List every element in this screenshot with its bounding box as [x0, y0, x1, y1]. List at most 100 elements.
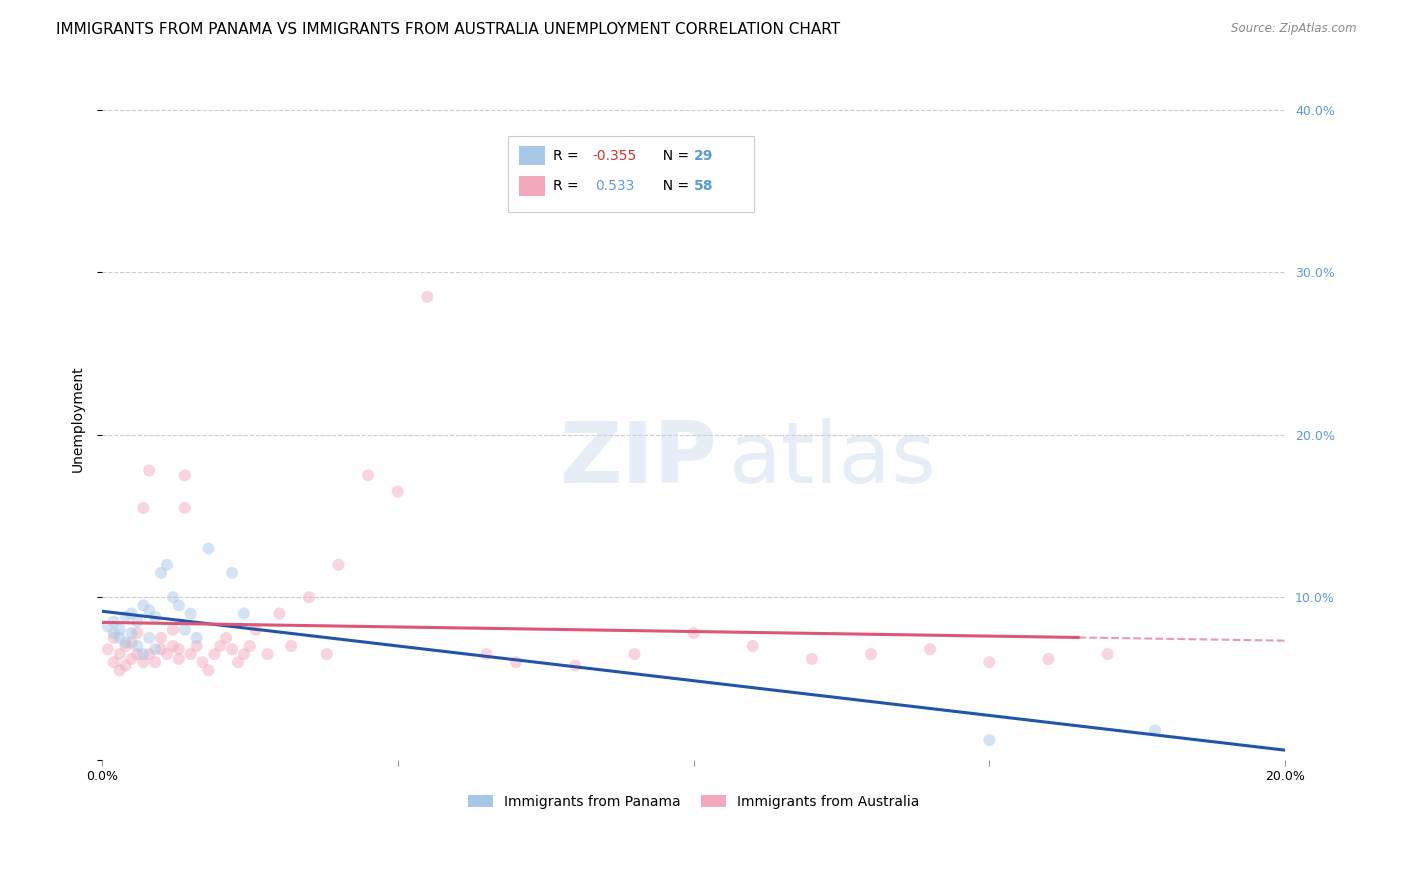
Point: [132, 500, 155, 515]
Point: [741, 639, 763, 653]
Point: [256, 647, 278, 661]
Point: [132, 647, 155, 661]
Point: [280, 639, 302, 653]
Text: -0.355: -0.355: [592, 148, 637, 162]
Point: [387, 484, 409, 499]
Point: [103, 615, 125, 629]
Point: [127, 647, 149, 661]
Point: [328, 558, 350, 572]
Point: [121, 626, 143, 640]
Point: [127, 626, 149, 640]
Point: [150, 642, 173, 657]
Legend: Immigrants from Panama, Immigrants from Australia: Immigrants from Panama, Immigrants from …: [463, 789, 925, 814]
Point: [127, 639, 149, 653]
Point: [180, 607, 202, 621]
Point: [186, 639, 208, 653]
Point: [114, 658, 136, 673]
Point: [150, 566, 173, 580]
Point: [121, 652, 143, 666]
Point: [103, 626, 125, 640]
Point: [138, 464, 160, 478]
Point: [1143, 723, 1166, 738]
Text: N =: N =: [654, 148, 693, 162]
Text: ZIP: ZIP: [560, 418, 717, 501]
Point: [167, 652, 190, 666]
Text: 58: 58: [693, 178, 713, 193]
Point: [108, 664, 131, 678]
Point: [121, 607, 143, 621]
Point: [132, 599, 155, 613]
Point: [202, 647, 225, 661]
Point: [979, 733, 1001, 747]
Text: N =: N =: [654, 178, 693, 193]
Text: IMMIGRANTS FROM PANAMA VS IMMIGRANTS FROM AUSTRALIA UNEMPLOYMENT CORRELATION CHA: IMMIGRANTS FROM PANAMA VS IMMIGRANTS FRO…: [56, 22, 841, 37]
Point: [173, 468, 195, 483]
Point: [226, 655, 249, 669]
Point: [505, 655, 527, 669]
Point: [191, 655, 214, 669]
Point: [138, 603, 160, 617]
Point: [209, 639, 232, 653]
Point: [108, 647, 131, 661]
Point: [162, 639, 184, 653]
Point: [132, 655, 155, 669]
Point: [221, 642, 243, 657]
Point: [114, 639, 136, 653]
Point: [245, 623, 267, 637]
Point: [97, 619, 120, 633]
Point: [221, 566, 243, 580]
Point: [167, 642, 190, 657]
Point: [121, 636, 143, 650]
Point: [232, 647, 254, 661]
Point: [162, 623, 184, 637]
Point: [239, 639, 262, 653]
Point: [357, 468, 380, 483]
Text: 0.533: 0.533: [595, 178, 634, 193]
Point: [143, 655, 166, 669]
Point: [173, 623, 195, 637]
Text: R =: R =: [553, 148, 583, 162]
Text: 29: 29: [693, 148, 713, 162]
Point: [162, 591, 184, 605]
Point: [103, 631, 125, 645]
Point: [232, 607, 254, 621]
Point: [143, 609, 166, 624]
Point: [108, 623, 131, 637]
Point: [156, 647, 179, 661]
Point: [180, 647, 202, 661]
Point: [475, 647, 498, 661]
Point: [114, 609, 136, 624]
Point: [564, 658, 586, 673]
Point: [197, 541, 219, 556]
Point: [197, 664, 219, 678]
Point: [97, 642, 120, 657]
Point: [1097, 647, 1119, 661]
Point: [156, 558, 179, 572]
Point: [416, 290, 439, 304]
Point: [623, 647, 645, 661]
Point: [215, 631, 238, 645]
Point: [108, 631, 131, 645]
Point: [127, 615, 149, 629]
Point: [143, 642, 166, 657]
Text: Source: ZipAtlas.com: Source: ZipAtlas.com: [1232, 22, 1357, 36]
Point: [800, 652, 823, 666]
Point: [682, 626, 704, 640]
Point: [103, 655, 125, 669]
Point: [186, 631, 208, 645]
Point: [920, 642, 942, 657]
Point: [315, 647, 337, 661]
Point: [269, 607, 291, 621]
Point: [114, 636, 136, 650]
Y-axis label: Unemployment: Unemployment: [72, 365, 86, 472]
Point: [979, 655, 1001, 669]
Point: [167, 599, 190, 613]
Point: [298, 591, 321, 605]
Point: [1038, 652, 1060, 666]
Text: R =: R =: [553, 178, 588, 193]
Point: [150, 631, 173, 645]
Point: [138, 647, 160, 661]
Point: [860, 647, 883, 661]
Point: [173, 500, 195, 515]
Text: atlas: atlas: [730, 418, 936, 501]
